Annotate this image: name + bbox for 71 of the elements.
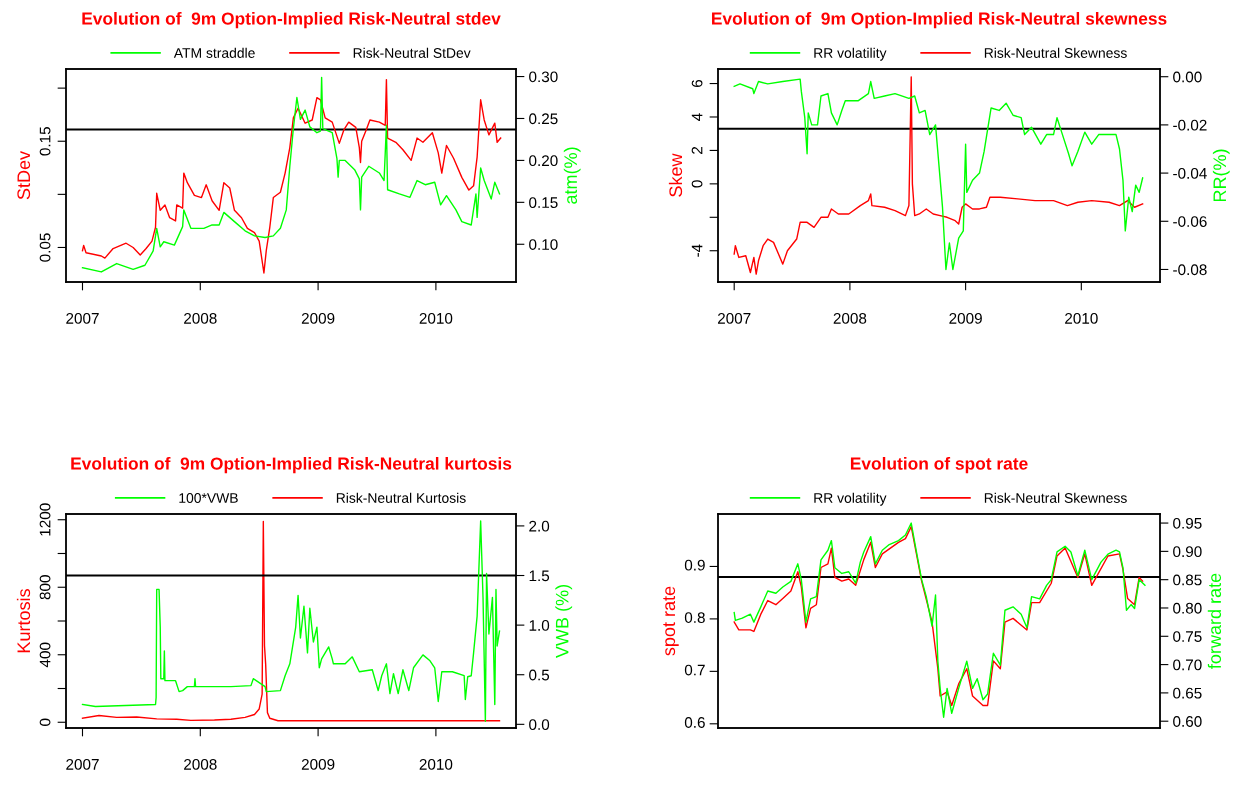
x-tick-label: 2010 <box>419 758 453 770</box>
y2-tick-label: 0.95 <box>1173 517 1202 529</box>
y-tick-label: -4 <box>691 244 703 257</box>
legend-label: Risk-Neutral Kurtosis <box>336 492 466 503</box>
y2-tick-label: 0.65 <box>1173 687 1202 699</box>
x-tick-label: 2009 <box>301 312 335 324</box>
legend-label: ATM straddle <box>173 47 255 58</box>
y2-tick-label: 0.75 <box>1173 631 1202 642</box>
y2-tick-label: 0.60 <box>1173 716 1202 727</box>
x-tick-label: 2008 <box>184 758 217 770</box>
y2-tick-label: 1.0 <box>529 619 550 631</box>
x-tick-label: 2009 <box>949 312 982 324</box>
x-tick-label: 2010 <box>1065 312 1098 324</box>
x-tick-label: 2010 <box>419 312 453 324</box>
y-axis-title: spot rate <box>663 586 679 656</box>
y-tick-label: 4 <box>691 113 703 121</box>
y2-tick-label: 1.5 <box>529 570 550 582</box>
y2-tick-label: 0.0 <box>529 719 550 731</box>
legend-label: RR volatility <box>814 492 887 506</box>
y-tick-label: 0.7 <box>684 664 705 676</box>
y-tick-label: 1200 <box>39 503 51 536</box>
y-tick-label: 0.15 <box>39 127 51 156</box>
y2-axis-title: forward rate <box>1207 573 1222 669</box>
y2-tick-label: 0.85 <box>1173 574 1202 586</box>
line-series <box>81 520 501 723</box>
y-tick-label: 2 <box>691 146 703 154</box>
legend-label: 100*VWB <box>179 493 238 503</box>
x-tick-label: 2009 <box>301 758 335 770</box>
y2-tick-label: 2.0 <box>529 520 550 532</box>
y2-tick-label: 0.30 <box>529 71 558 83</box>
y2-tick-label: 0.90 <box>1173 546 1202 558</box>
y-tick-label: 0.9 <box>684 559 705 571</box>
y-tick-label: 0.05 <box>39 233 51 262</box>
chart-title: Evolution of 9m Option-Implied Risk-Neutral stdev <box>82 11 501 29</box>
x-tick-label: 2008 <box>184 312 217 324</box>
y2-axis-title: VWB (%) <box>555 585 573 659</box>
y-tick-label: 800 <box>39 575 51 600</box>
y-axis-title: Kurtosis <box>16 589 31 653</box>
chart-title: Evolution of 9m Option-Implied Risk-Neutral kurtosis <box>71 456 512 474</box>
legend-label: RR volatility <box>814 47 887 61</box>
y2-tick-label: 0.00 <box>1173 71 1202 83</box>
y-tick-label: 0.8 <box>684 612 705 623</box>
y2-tick-label: -0.02 <box>1173 119 1207 131</box>
legend-label: Risk-Neutral Skewness <box>984 47 1127 58</box>
y2-tick-label: 0.70 <box>1173 659 1202 671</box>
y-axis-title: StDev <box>17 150 31 200</box>
x-tick-label: 2007 <box>66 758 99 770</box>
y2-tick-label: 0.5 <box>529 669 550 681</box>
chart-title: Evolution of spot rate <box>850 456 1028 474</box>
y2-tick-label: 0.80 <box>1173 602 1202 614</box>
y2-tick-label: 0.10 <box>529 239 558 250</box>
y2-tick-label: -0.04 <box>1173 167 1207 179</box>
y2-tick-label: 0.25 <box>529 113 558 125</box>
x-tick-label: 2008 <box>833 312 867 324</box>
y-tick-label: 0.6 <box>684 717 705 728</box>
y-tick-label: 0 <box>691 180 703 188</box>
legend-label: Risk-Neutral StDev <box>353 47 471 58</box>
chart-title: Evolution of 9m Option-Implied Risk-Neutral skewness <box>712 11 1167 29</box>
x-tick-label: 2007 <box>66 312 99 324</box>
y-tick-label: 0 <box>39 718 51 726</box>
y2-axis-title: atm(%) <box>563 147 581 204</box>
y2-tick-label: 0.15 <box>529 197 558 209</box>
legend-label: Risk-Neutral Skewness <box>984 492 1127 503</box>
x-tick-label: 2007 <box>717 312 751 324</box>
y-tick-label: 6 <box>691 79 703 88</box>
y2-axis-title: RR(%) <box>1212 149 1230 202</box>
y-tick-label: 400 <box>39 642 51 668</box>
y2-tick-label: -0.08 <box>1173 264 1207 276</box>
y-axis-title: Skew <box>668 153 683 197</box>
y2-tick-label: 0.20 <box>529 155 558 167</box>
y2-tick-label: -0.06 <box>1173 216 1207 227</box>
